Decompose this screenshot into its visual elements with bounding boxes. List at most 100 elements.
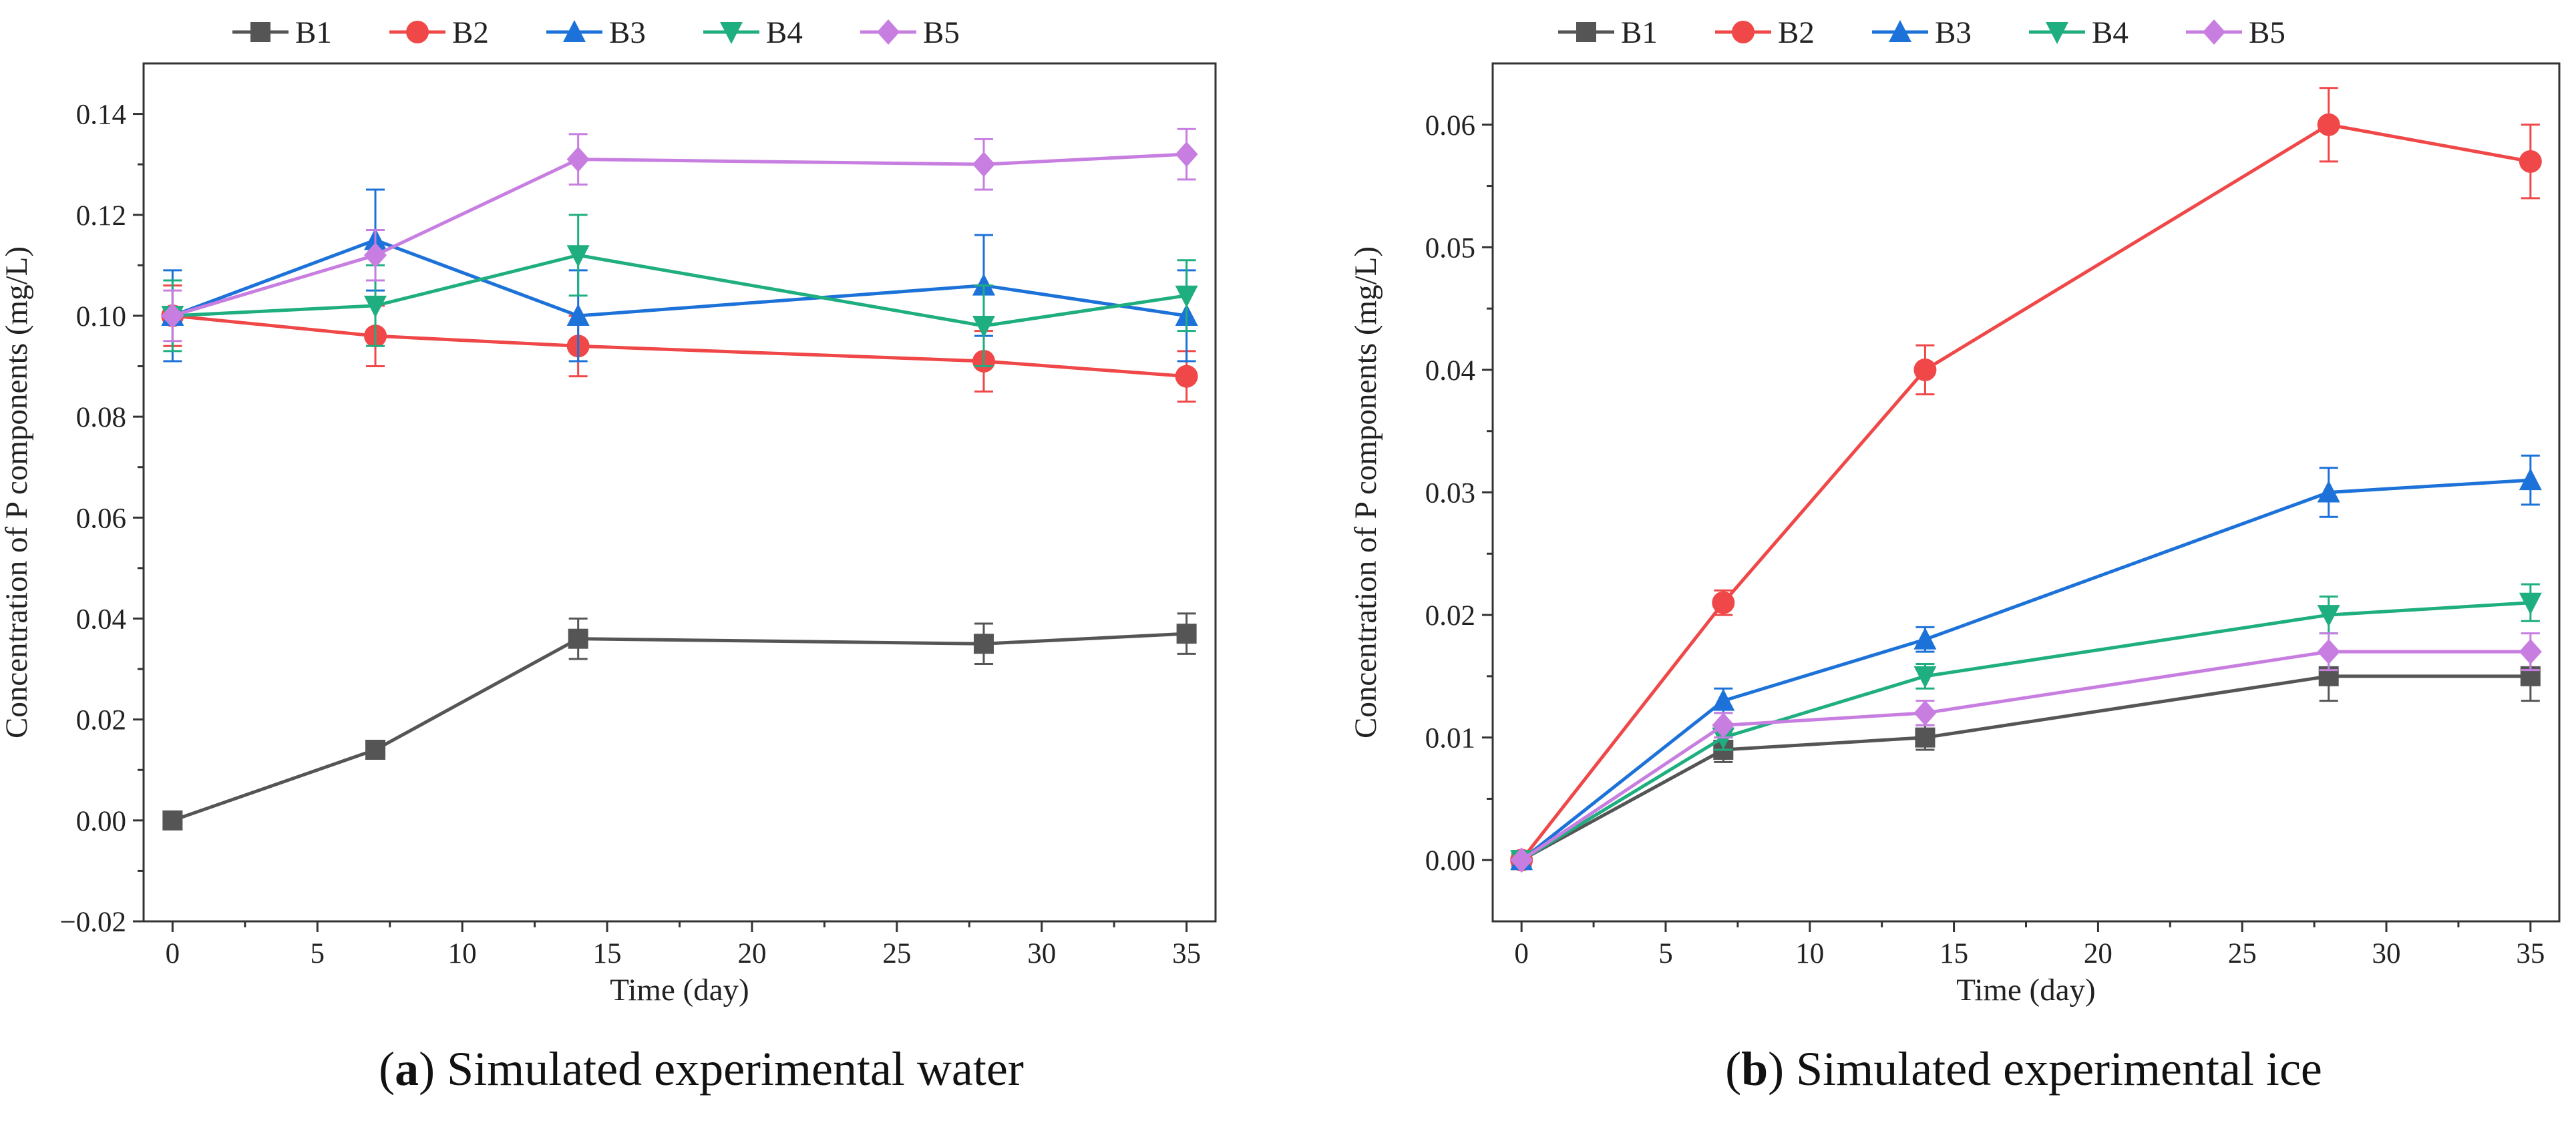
series-line-b3 xyxy=(1520,478,2531,862)
data-point-b5 xyxy=(1913,700,1937,726)
data-point-b2 xyxy=(1712,591,1735,614)
data-point-b3 xyxy=(2519,468,2542,491)
data-point-b5 xyxy=(566,146,590,172)
caption-paren-open: ( xyxy=(379,1042,395,1096)
x-tick-label: 5 xyxy=(1658,938,1673,969)
y-tick-label: 0.01 xyxy=(1425,723,1475,754)
legend-label-b5: B5 xyxy=(2249,15,2285,50)
data-point-b5 xyxy=(972,152,995,178)
series-line-b2 xyxy=(1520,123,2531,861)
data-point-b4 xyxy=(2519,592,2542,615)
caption-text: Simulated experimental ice xyxy=(1796,1042,2322,1096)
legend-marker-b4 xyxy=(720,22,743,44)
legend-label-b3: B3 xyxy=(1935,15,1972,50)
legend-marker-b2 xyxy=(1732,21,1755,43)
plot-frame xyxy=(1491,62,2561,923)
legend-label-b2: B2 xyxy=(1778,15,1815,50)
chart-panel-b: B1 B2 B3 B4 B5 0 5 10 15 20 25 30 35 0.00 0.01 0.02 0.03… xyxy=(1348,15,2561,1096)
data-point-b5 xyxy=(2317,639,2340,665)
data-point-b2 xyxy=(1175,365,1198,388)
caption-letter: b xyxy=(1741,1042,1768,1096)
legend-marker-b3 xyxy=(1889,20,1911,42)
series-b3 xyxy=(1510,454,2542,871)
x-tick-label: 10 xyxy=(448,938,477,969)
series-b5 xyxy=(161,128,1198,343)
series-b4 xyxy=(1510,583,2542,873)
panel-caption: (b) Simulated experimental ice xyxy=(1725,1042,2322,1096)
y-tick-label: 0.08 xyxy=(76,402,126,433)
x-tick-label: 20 xyxy=(737,938,766,969)
plot-frame xyxy=(142,62,1217,923)
data-point-b1 xyxy=(162,810,183,831)
y-tick-label: 0.04 xyxy=(76,604,126,635)
data-point-b4 xyxy=(364,295,387,318)
y-tick-label: 0.00 xyxy=(1425,845,1475,877)
series-b2 xyxy=(161,284,1198,403)
y-tick-label: 0.04 xyxy=(1425,355,1475,387)
series-b2 xyxy=(1510,87,2542,872)
y-tick-label: 0.14 xyxy=(76,99,126,131)
chart-legend: B1 B2 B3 B4 B5 xyxy=(232,15,960,50)
data-point-b2 xyxy=(2317,113,2340,136)
series-line-b5 xyxy=(1520,650,2531,862)
legend-marker-b3 xyxy=(563,20,586,42)
x-tick-label: 20 xyxy=(2084,938,2112,969)
data-point-b3 xyxy=(2317,480,2340,503)
y-tick-label: 0.05 xyxy=(1425,232,1475,264)
data-point-b1 xyxy=(1915,727,1936,748)
caption-paren-open: ( xyxy=(1725,1042,1741,1096)
x-tick-label: 25 xyxy=(2228,938,2257,969)
legend-label-b4: B4 xyxy=(766,15,803,50)
y-tick-label: 0.00 xyxy=(76,806,126,837)
data-point-b1 xyxy=(365,740,386,760)
data-point-b1 xyxy=(973,634,994,654)
x-tick-label: 10 xyxy=(1795,938,1824,969)
caption-paren-close: ) xyxy=(419,1042,447,1096)
series-line-b4 xyxy=(172,253,1187,328)
legend-marker-b5 xyxy=(877,19,900,45)
x-tick-label: 30 xyxy=(1027,938,1056,969)
y-tick-label: 0.02 xyxy=(76,705,126,736)
data-point-b4 xyxy=(566,245,590,268)
legend-marker-b1 xyxy=(250,22,270,42)
series-b3 xyxy=(161,188,1198,363)
series-line-b3 xyxy=(172,238,1187,318)
legend-label-b5: B5 xyxy=(923,15,960,50)
x-tick-label: 15 xyxy=(593,938,622,969)
series-line-b2 xyxy=(172,314,1187,379)
series-line-b1 xyxy=(172,632,1187,823)
legend-marker-b4 xyxy=(2046,22,2068,44)
y-tick-label: 0.12 xyxy=(76,200,126,232)
legend-label-b1: B1 xyxy=(1621,15,1658,50)
series-line-b4 xyxy=(1520,601,2531,862)
data-point-b1 xyxy=(1176,624,1197,644)
data-point-b3 xyxy=(1913,627,1937,650)
y-tick-label: 0.03 xyxy=(1425,478,1475,509)
data-point-b2 xyxy=(2519,150,2542,173)
data-point-b5 xyxy=(1510,847,1533,873)
data-point-b4 xyxy=(972,316,995,338)
x-tick-label: 35 xyxy=(1172,938,1201,969)
data-point-b1 xyxy=(568,628,588,649)
data-point-b5 xyxy=(364,242,387,268)
legend-label-b1: B1 xyxy=(295,15,332,50)
legend-marker-b5 xyxy=(2203,19,2225,45)
data-point-b4 xyxy=(1175,285,1198,308)
data-point-b5 xyxy=(1712,712,1735,738)
legend-label-b2: B2 xyxy=(452,15,489,50)
data-point-b5 xyxy=(2519,639,2542,665)
y-tick-label: 0.02 xyxy=(1425,600,1475,632)
caption-paren-close: ) xyxy=(1768,1042,1796,1096)
panel-caption: (a) Simulated experimental water xyxy=(379,1042,1024,1096)
series-b4 xyxy=(161,214,1198,368)
x-axis-title: Time (day) xyxy=(610,973,749,1007)
series-b5 xyxy=(1510,632,2542,873)
data-point-b3 xyxy=(1712,688,1735,711)
data-point-b2 xyxy=(1913,358,1937,381)
data-point-b3 xyxy=(566,303,590,326)
x-tick-label: 30 xyxy=(2372,938,2401,969)
y-tick-label: −0.02 xyxy=(59,907,126,938)
y-tick-label: 0.06 xyxy=(1425,110,1475,142)
series-b1 xyxy=(162,612,1197,831)
